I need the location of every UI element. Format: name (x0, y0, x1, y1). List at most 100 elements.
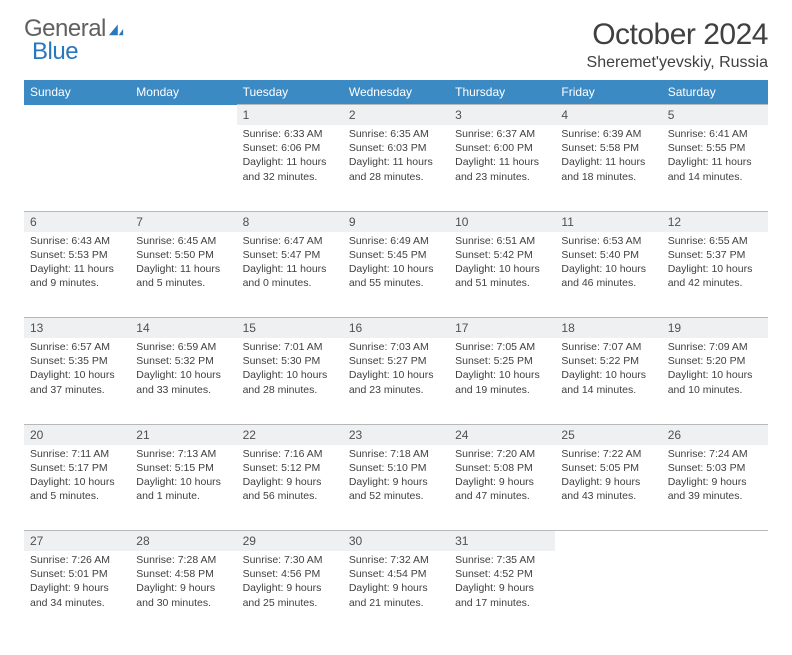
day-content: Sunrise: 6:43 AMSunset: 5:53 PMDaylight:… (24, 232, 130, 295)
day-cell: Sunrise: 6:41 AMSunset: 5:55 PMDaylight:… (662, 125, 768, 211)
sunrise-line: Sunrise: 7:13 AM (136, 447, 230, 461)
day-number-cell: 2 (343, 105, 449, 126)
day-cell: Sunrise: 6:59 AMSunset: 5:32 PMDaylight:… (130, 338, 236, 424)
day-number-cell (130, 105, 236, 126)
day-cell: Sunrise: 7:01 AMSunset: 5:30 PMDaylight:… (237, 338, 343, 424)
sunrise-line: Sunrise: 7:22 AM (561, 447, 655, 461)
day-cell: Sunrise: 7:32 AMSunset: 4:54 PMDaylight:… (343, 551, 449, 637)
day-number: 25 (555, 425, 661, 445)
sunset-line: Sunset: 5:30 PM (243, 354, 337, 368)
day2-line: and 17 minutes. (455, 596, 549, 610)
sunset-line: Sunset: 5:08 PM (455, 461, 549, 475)
day-number-cell: 7 (130, 211, 236, 232)
day-number-cell: 3 (449, 105, 555, 126)
day-number: 19 (662, 318, 768, 338)
day1-line: Daylight: 9 hours (136, 581, 230, 595)
day-number-cell: 9 (343, 211, 449, 232)
day2-line: and 9 minutes. (30, 276, 124, 290)
sunrise-line: Sunrise: 6:37 AM (455, 127, 549, 141)
day1-line: Daylight: 11 hours (30, 262, 124, 276)
day-number-cell (555, 531, 661, 552)
day-cell (24, 125, 130, 211)
sunset-line: Sunset: 5:22 PM (561, 354, 655, 368)
day-number-cell: 30 (343, 531, 449, 552)
sunset-line: Sunset: 5:50 PM (136, 248, 230, 262)
day1-line: Daylight: 10 hours (136, 475, 230, 489)
day-number-cell: 11 (555, 211, 661, 232)
day1-line: Daylight: 11 hours (455, 155, 549, 169)
daynum-row: 12345 (24, 105, 768, 126)
sunrise-line: Sunrise: 6:53 AM (561, 234, 655, 248)
day-content: Sunrise: 7:28 AMSunset: 4:58 PMDaylight:… (130, 551, 236, 614)
day1-line: Daylight: 11 hours (243, 155, 337, 169)
day1-line: Daylight: 10 hours (455, 368, 549, 382)
day-number-cell: 4 (555, 105, 661, 126)
day2-line: and 33 minutes. (136, 383, 230, 397)
day-content-row: Sunrise: 7:11 AMSunset: 5:17 PMDaylight:… (24, 445, 768, 531)
sunset-line: Sunset: 5:55 PM (668, 141, 762, 155)
day2-line: and 56 minutes. (243, 489, 337, 503)
day-number: 6 (24, 212, 130, 232)
day-number-cell: 10 (449, 211, 555, 232)
day-number: 1 (237, 105, 343, 125)
day1-line: Daylight: 10 hours (668, 368, 762, 382)
brand-part2: Blue (32, 38, 78, 65)
sunrise-line: Sunrise: 6:33 AM (243, 127, 337, 141)
day-content: Sunrise: 6:53 AMSunset: 5:40 PMDaylight:… (555, 232, 661, 295)
day1-line: Daylight: 9 hours (561, 475, 655, 489)
day-number: 28 (130, 531, 236, 551)
day-number-cell (24, 105, 130, 126)
day1-line: Daylight: 10 hours (561, 368, 655, 382)
sunrise-line: Sunrise: 6:41 AM (668, 127, 762, 141)
day-number: 9 (343, 212, 449, 232)
day-cell: Sunrise: 6:35 AMSunset: 6:03 PMDaylight:… (343, 125, 449, 211)
day-header: Saturday (662, 80, 768, 105)
day-cell (130, 125, 236, 211)
sunset-line: Sunset: 6:00 PM (455, 141, 549, 155)
day2-line: and 1 minute. (136, 489, 230, 503)
day-number-cell: 19 (662, 318, 768, 339)
day-cell: Sunrise: 6:51 AMSunset: 5:42 PMDaylight:… (449, 232, 555, 318)
day-cell: Sunrise: 7:16 AMSunset: 5:12 PMDaylight:… (237, 445, 343, 531)
day2-line: and 47 minutes. (455, 489, 549, 503)
day-number: 4 (555, 105, 661, 125)
sunrise-line: Sunrise: 6:49 AM (349, 234, 443, 248)
day-number-cell (662, 531, 768, 552)
day-number-cell: 26 (662, 424, 768, 445)
day-number-cell: 29 (237, 531, 343, 552)
sunrise-line: Sunrise: 6:59 AM (136, 340, 230, 354)
day2-line: and 25 minutes. (243, 596, 337, 610)
day-number: 12 (662, 212, 768, 232)
day-number-cell: 28 (130, 531, 236, 552)
day-cell: Sunrise: 6:49 AMSunset: 5:45 PMDaylight:… (343, 232, 449, 318)
sunset-line: Sunset: 5:05 PM (561, 461, 655, 475)
day1-line: Daylight: 10 hours (668, 262, 762, 276)
day-number-cell: 31 (449, 531, 555, 552)
day-number-cell: 1 (237, 105, 343, 126)
day-number-cell: 24 (449, 424, 555, 445)
sunset-line: Sunset: 6:03 PM (349, 141, 443, 155)
sunset-line: Sunset: 4:56 PM (243, 567, 337, 581)
sunset-line: Sunset: 5:10 PM (349, 461, 443, 475)
day2-line: and 5 minutes. (136, 276, 230, 290)
sunset-line: Sunset: 5:32 PM (136, 354, 230, 368)
day-content: Sunrise: 7:22 AMSunset: 5:05 PMDaylight:… (555, 445, 661, 508)
day1-line: Daylight: 11 hours (668, 155, 762, 169)
day-content: Sunrise: 6:41 AMSunset: 5:55 PMDaylight:… (662, 125, 768, 188)
day-number: 30 (343, 531, 449, 551)
day1-line: Daylight: 9 hours (30, 581, 124, 595)
day-content-row: Sunrise: 6:33 AMSunset: 6:06 PMDaylight:… (24, 125, 768, 211)
day-content: Sunrise: 6:49 AMSunset: 5:45 PMDaylight:… (343, 232, 449, 295)
sunrise-line: Sunrise: 7:16 AM (243, 447, 337, 461)
sunrise-line: Sunrise: 6:47 AM (243, 234, 337, 248)
day-number-cell: 18 (555, 318, 661, 339)
day-number: 21 (130, 425, 236, 445)
day-number-cell: 12 (662, 211, 768, 232)
day-cell: Sunrise: 7:35 AMSunset: 4:52 PMDaylight:… (449, 551, 555, 637)
day2-line: and 55 minutes. (349, 276, 443, 290)
day-content: Sunrise: 6:57 AMSunset: 5:35 PMDaylight:… (24, 338, 130, 401)
day1-line: Daylight: 9 hours (349, 475, 443, 489)
day-header: Wednesday (343, 80, 449, 105)
day-cell: Sunrise: 7:26 AMSunset: 5:01 PMDaylight:… (24, 551, 130, 637)
day1-line: Daylight: 10 hours (243, 368, 337, 382)
